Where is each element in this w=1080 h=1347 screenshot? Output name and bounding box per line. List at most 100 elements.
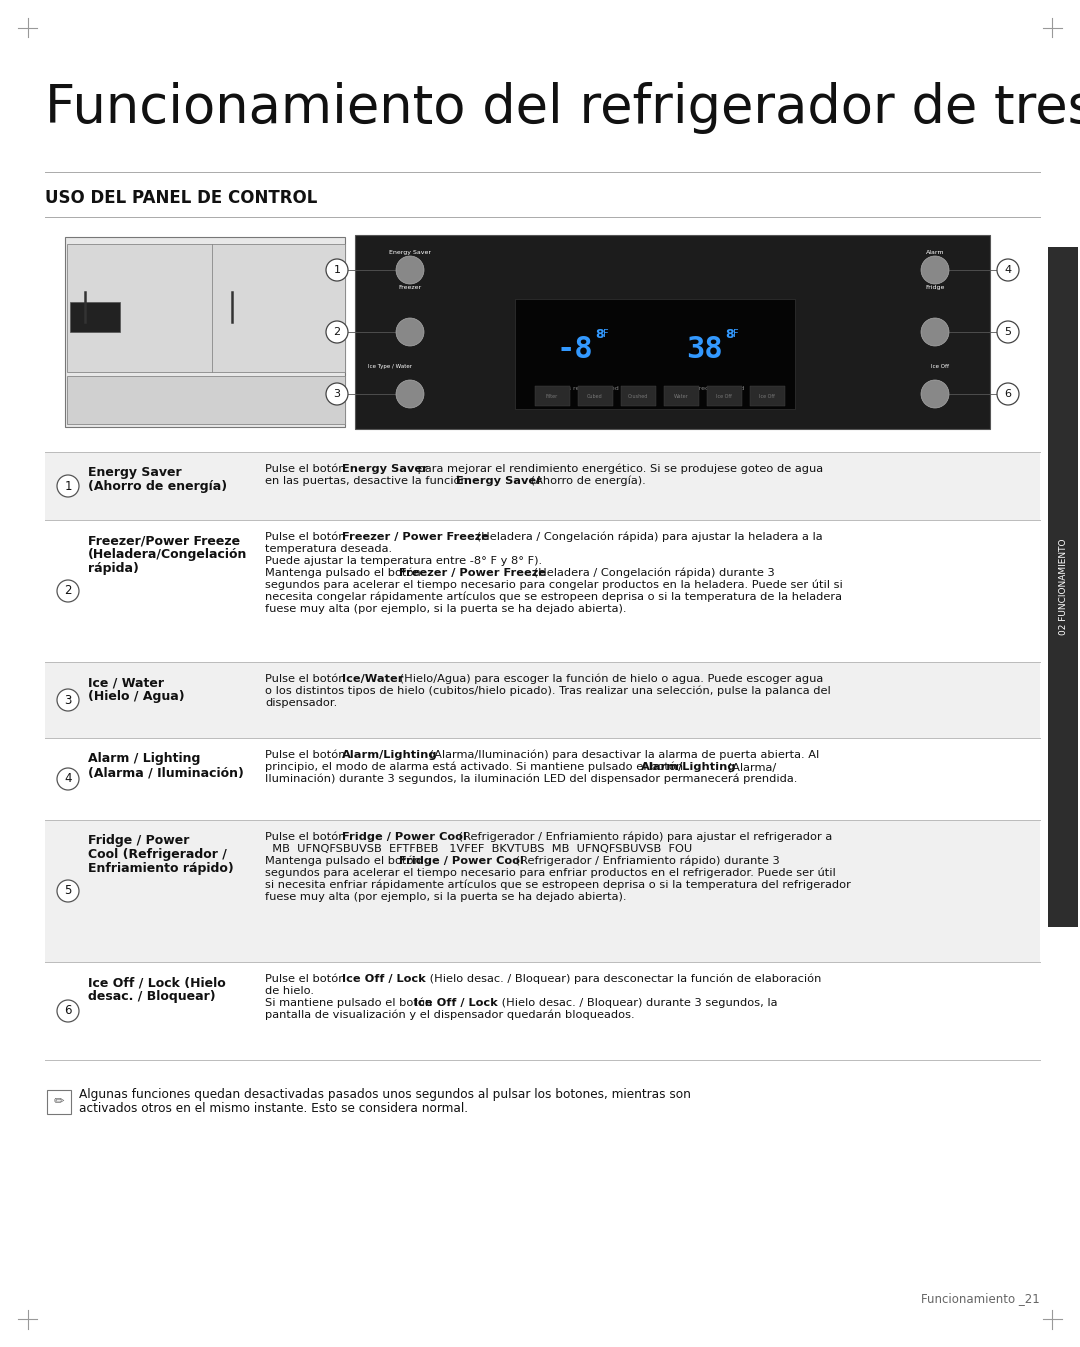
- Circle shape: [326, 321, 348, 343]
- Text: Cubed: Cubed: [588, 393, 603, 399]
- Text: Freezer / Power Freeze: Freezer / Power Freeze: [399, 568, 545, 578]
- Bar: [45, 962, 1040, 1060]
- Text: F: F: [603, 329, 609, 339]
- Text: 38: 38: [687, 334, 724, 364]
- Text: Pulse el botón: Pulse el botón: [265, 532, 349, 541]
- Bar: [67, 244, 345, 372]
- Text: Mantenga pulsado el botón: Mantenga pulsado el botón: [265, 568, 424, 578]
- Text: Crushed: Crushed: [627, 393, 648, 399]
- Text: Energy Saver: Energy Saver: [87, 466, 181, 480]
- Text: dispensador.: dispensador.: [265, 698, 337, 709]
- Text: 2: 2: [64, 585, 71, 598]
- Text: necesita congelar rápidamente artículos que se estropeen deprisa o si la tempera: necesita congelar rápidamente artículos …: [265, 591, 842, 602]
- Text: (Ahorro de energía).: (Ahorro de energía).: [527, 475, 646, 486]
- Text: Ice / Water: Ice / Water: [87, 676, 164, 690]
- Text: Iluminación) durante 3 segundos, la iluminación LED del dispensador permanecerá : Iluminación) durante 3 segundos, la ilum…: [265, 775, 797, 784]
- Circle shape: [396, 380, 424, 408]
- Text: Ice/Water: Ice/Water: [342, 674, 404, 684]
- Bar: [535, 387, 570, 405]
- Text: de hielo.: de hielo.: [265, 986, 314, 995]
- Text: Freezer: Freezer: [399, 286, 421, 290]
- Text: Pulse el botón: Pulse el botón: [265, 674, 349, 684]
- Text: (Hielo desac. / Bloquear) durante 3 segundos, la: (Hielo desac. / Bloquear) durante 3 segu…: [498, 998, 778, 1008]
- Text: Alarm/Lighting: Alarm/Lighting: [342, 750, 437, 760]
- Text: 1: 1: [64, 480, 71, 493]
- Text: MB  UFNQFSBUVSB  EFTFBEB   1VFEF  BKVTUBS  MB  UFNQFSBUVSB  FOU: MB UFNQFSBUVSB EFTFBEB 1VFEF BKVTUBS MB …: [265, 845, 692, 854]
- Circle shape: [921, 318, 949, 346]
- Text: 4: 4: [64, 772, 71, 785]
- Text: Ice Off: Ice Off: [759, 393, 775, 399]
- Text: fuese muy alta (por ejemplo, si la puerta se ha dejado abierta).: fuese muy alta (por ejemplo, si la puert…: [265, 603, 626, 614]
- Text: Freezer/Power Freeze: Freezer/Power Freeze: [87, 533, 240, 547]
- Text: Pulse el botón: Pulse el botón: [265, 832, 349, 842]
- Circle shape: [57, 475, 79, 497]
- Text: (Alarma/Iluminación) para desactivar la alarma de puerta abierta. Al: (Alarma/Iluminación) para desactivar la …: [426, 750, 819, 761]
- Text: 4: 4: [1004, 265, 1012, 275]
- Text: Funcionamiento _21: Funcionamiento _21: [921, 1292, 1040, 1305]
- Text: Mantenga pulsado el botón: Mantenga pulsado el botón: [265, 855, 424, 866]
- Text: Ice Off: Ice Off: [931, 364, 949, 369]
- Text: USO DEL PANEL DE CONTROL: USO DEL PANEL DE CONTROL: [45, 189, 318, 207]
- Text: Pulse el botón: Pulse el botón: [265, 974, 349, 985]
- Circle shape: [921, 256, 949, 284]
- Text: Fridge / Power: Fridge / Power: [87, 834, 189, 847]
- Text: Alarm: Alarm: [926, 251, 944, 255]
- Bar: [65, 237, 345, 427]
- Text: (Hielo / Agua): (Hielo / Agua): [87, 690, 185, 703]
- Text: (Refrigerador / Enfriamiento rápido) durante 3: (Refrigerador / Enfriamiento rápido) dur…: [512, 855, 780, 866]
- Text: si necesita enfriar rápidamente artículos que se estropeen deprisa o si la tempe: si necesita enfriar rápidamente artículo…: [265, 880, 851, 890]
- Text: Energy Saver: Energy Saver: [389, 251, 431, 255]
- Text: Enfriamiento rápido): Enfriamiento rápido): [87, 862, 233, 876]
- Text: 1: 1: [334, 265, 340, 275]
- Bar: [48, 1090, 71, 1114]
- Bar: [45, 661, 1040, 738]
- Bar: [67, 376, 345, 424]
- Text: (Refrigerador / Enfriamiento rápido) para ajustar el refrigerador a: (Refrigerador / Enfriamiento rápido) par…: [456, 832, 833, 842]
- Text: (Alarma / Iluminación): (Alarma / Iluminación): [87, 766, 244, 779]
- Text: fuese muy alta (por ejemplo, si la puerta se ha dejado abierta).: fuese muy alta (por ejemplo, si la puert…: [265, 892, 626, 902]
- Bar: [664, 387, 699, 405]
- Circle shape: [57, 690, 79, 711]
- Circle shape: [57, 581, 79, 602]
- Bar: [750, 387, 785, 405]
- Text: 5: 5: [65, 885, 71, 897]
- Circle shape: [396, 256, 424, 284]
- Text: desac. / Bloquear): desac. / Bloquear): [87, 990, 216, 1004]
- Text: 6: 6: [1004, 389, 1012, 399]
- Text: (Ahorro de energía): (Ahorro de energía): [87, 480, 227, 493]
- Text: Pulse el botón: Pulse el botón: [265, 463, 349, 474]
- Text: 3: 3: [334, 389, 340, 399]
- Bar: [45, 820, 1040, 962]
- Text: -2°F is recommended: -2°F is recommended: [551, 387, 619, 391]
- Text: Ice Off: Ice Off: [716, 393, 732, 399]
- Text: Fridge / Power Cool: Fridge / Power Cool: [342, 832, 468, 842]
- Circle shape: [57, 768, 79, 789]
- Circle shape: [997, 259, 1020, 282]
- Circle shape: [326, 383, 348, 405]
- Text: (Alarma/: (Alarma/: [725, 762, 777, 772]
- Bar: [45, 453, 1040, 520]
- Text: Freezer / Power Freeze: Freezer / Power Freeze: [342, 532, 489, 541]
- Text: F: F: [733, 329, 739, 339]
- Text: Ice Type / Water: Ice Type / Water: [368, 364, 411, 369]
- Text: ✏: ✏: [54, 1095, 64, 1109]
- Text: rápida): rápida): [87, 562, 139, 575]
- Text: en las puertas, desactive la función: en las puertas, desactive la función: [265, 475, 471, 486]
- Text: 38°F is recommended: 38°F is recommended: [675, 387, 745, 391]
- Circle shape: [921, 380, 949, 408]
- Text: Cool (Refrigerador /: Cool (Refrigerador /: [87, 849, 227, 861]
- Text: principio, el modo de alarma está activado. Si mantiene pulsado el botón: principio, el modo de alarma está activa…: [265, 762, 687, 772]
- Text: Alarm/Lighting: Alarm/Lighting: [640, 762, 737, 772]
- Circle shape: [57, 880, 79, 902]
- Text: Si mantiene pulsado el botón: Si mantiene pulsado el botón: [265, 998, 435, 1009]
- Bar: [355, 234, 990, 428]
- Bar: [515, 299, 795, 409]
- Text: 6: 6: [64, 1005, 71, 1017]
- Circle shape: [57, 999, 79, 1022]
- Circle shape: [997, 321, 1020, 343]
- Text: Ice Off / Lock: Ice Off / Lock: [415, 998, 498, 1008]
- Text: (Heladera / Congelación rápida) durante 3: (Heladera / Congelación rápida) durante …: [530, 568, 774, 578]
- Text: Alarm / Lighting: Alarm / Lighting: [87, 752, 201, 765]
- Text: Fridge / Power Cool: Fridge / Power Cool: [399, 855, 524, 866]
- Text: 02 FUNCIONAMIENTO: 02 FUNCIONAMIENTO: [1058, 539, 1067, 636]
